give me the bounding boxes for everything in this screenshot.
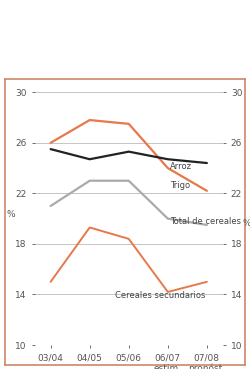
Text: mundiales de cereales y su utilización: mundiales de cereales y su utilización <box>11 49 236 62</box>
Text: Total de cereales: Total de cereales <box>170 217 241 226</box>
Text: Arroz: Arroz <box>170 162 192 171</box>
Text: 1.: 1. <box>11 16 30 34</box>
Y-axis label: %: % <box>242 218 250 228</box>
Y-axis label: %: % <box>7 210 15 218</box>
Text: Cereales secundarios: Cereales secundarios <box>115 291 206 300</box>
Text: Relación entre las existencias: Relación entre las existencias <box>41 16 217 29</box>
Text: Trigo: Trigo <box>170 181 190 190</box>
